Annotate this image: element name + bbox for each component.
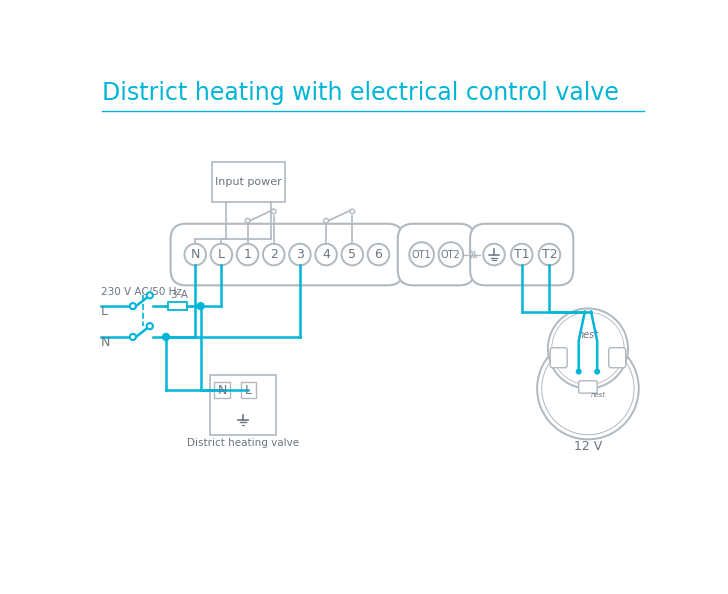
Circle shape (542, 342, 634, 435)
Circle shape (130, 334, 136, 340)
Text: 12 V: 12 V (574, 440, 602, 453)
Circle shape (245, 219, 250, 223)
Text: L: L (245, 384, 252, 397)
FancyBboxPatch shape (210, 375, 276, 435)
Text: 4: 4 (323, 248, 330, 261)
Circle shape (595, 369, 599, 374)
Circle shape (341, 244, 363, 266)
Text: 3: 3 (296, 248, 304, 261)
Text: 1: 1 (244, 248, 252, 261)
Circle shape (184, 244, 206, 266)
Circle shape (552, 312, 624, 385)
Text: N: N (218, 384, 227, 397)
Circle shape (263, 244, 285, 266)
Text: OT2: OT2 (441, 249, 461, 260)
Text: nest: nest (591, 391, 606, 397)
Circle shape (315, 244, 337, 266)
Circle shape (511, 244, 532, 266)
Text: N: N (100, 336, 110, 349)
FancyBboxPatch shape (397, 224, 475, 285)
Text: 3 A: 3 A (170, 290, 188, 301)
Text: OT1: OT1 (412, 249, 432, 260)
FancyBboxPatch shape (215, 383, 230, 398)
FancyBboxPatch shape (168, 302, 187, 310)
FancyBboxPatch shape (470, 224, 574, 285)
Circle shape (350, 209, 355, 214)
Circle shape (130, 303, 136, 309)
FancyBboxPatch shape (241, 383, 256, 398)
Circle shape (368, 244, 389, 266)
Circle shape (197, 303, 204, 309)
Circle shape (147, 323, 153, 329)
Circle shape (237, 244, 258, 266)
Text: N: N (191, 248, 200, 261)
FancyBboxPatch shape (609, 347, 625, 368)
Text: District heating valve: District heating valve (187, 438, 299, 448)
Circle shape (289, 244, 311, 266)
FancyBboxPatch shape (550, 347, 567, 368)
FancyBboxPatch shape (579, 381, 597, 393)
Text: L: L (218, 248, 225, 261)
Circle shape (548, 308, 628, 388)
Text: District heating with electrical control valve: District heating with electrical control… (102, 81, 619, 105)
Circle shape (483, 244, 505, 266)
FancyBboxPatch shape (212, 162, 285, 202)
Text: T1: T1 (514, 248, 529, 261)
Text: 2: 2 (270, 248, 277, 261)
Circle shape (537, 338, 638, 440)
Text: 6: 6 (374, 248, 382, 261)
Circle shape (438, 242, 463, 267)
FancyBboxPatch shape (170, 224, 403, 285)
Circle shape (409, 242, 434, 267)
Circle shape (162, 333, 170, 340)
Circle shape (210, 244, 232, 266)
Circle shape (577, 369, 581, 374)
Text: T2: T2 (542, 248, 557, 261)
Text: Input power: Input power (215, 177, 282, 187)
Circle shape (539, 244, 561, 266)
Circle shape (324, 219, 328, 223)
Circle shape (147, 292, 153, 298)
Text: 230 V AC/50 Hz: 230 V AC/50 Hz (100, 286, 181, 296)
Text: 5: 5 (348, 248, 356, 261)
Text: L: L (100, 305, 108, 318)
Text: nest: nest (577, 330, 598, 340)
Circle shape (272, 209, 276, 214)
